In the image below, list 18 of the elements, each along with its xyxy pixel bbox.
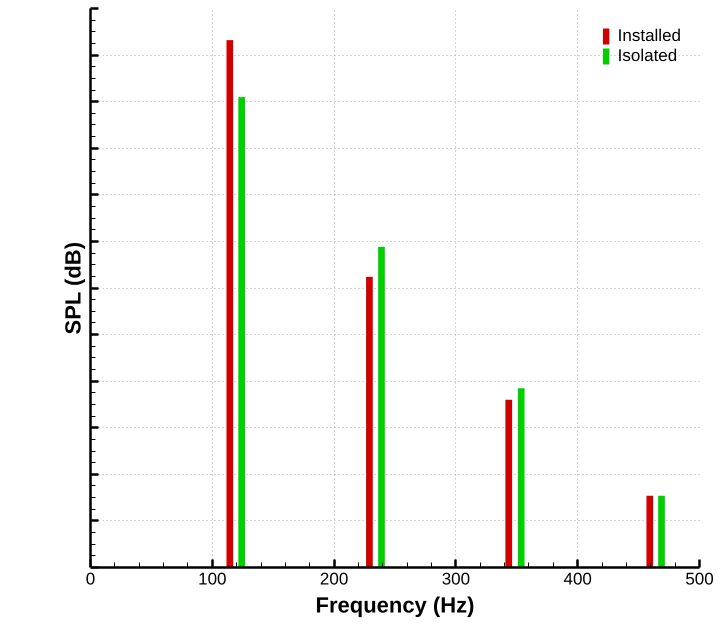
legend-label: Installed: [618, 26, 681, 46]
bar: [366, 276, 373, 568]
bar: [226, 40, 234, 568]
x-axis-title: Frequency (Hz): [316, 592, 474, 618]
x-tick-label: 300: [442, 570, 470, 588]
x-tick-label: 100: [198, 570, 226, 588]
bar: [505, 400, 512, 568]
x-tick-label: 500: [685, 570, 714, 588]
bar: [238, 97, 246, 568]
bar: [378, 246, 385, 568]
x-tick-label: 400: [564, 570, 592, 588]
x-tick-label: 200: [320, 570, 348, 588]
bar: [646, 496, 654, 568]
y-axis-title: SPL (dB): [60, 242, 86, 334]
bar: [518, 388, 525, 568]
x-tick-label: 0: [86, 570, 96, 588]
bar: [658, 496, 665, 568]
legend-label: Isolated: [618, 46, 678, 66]
